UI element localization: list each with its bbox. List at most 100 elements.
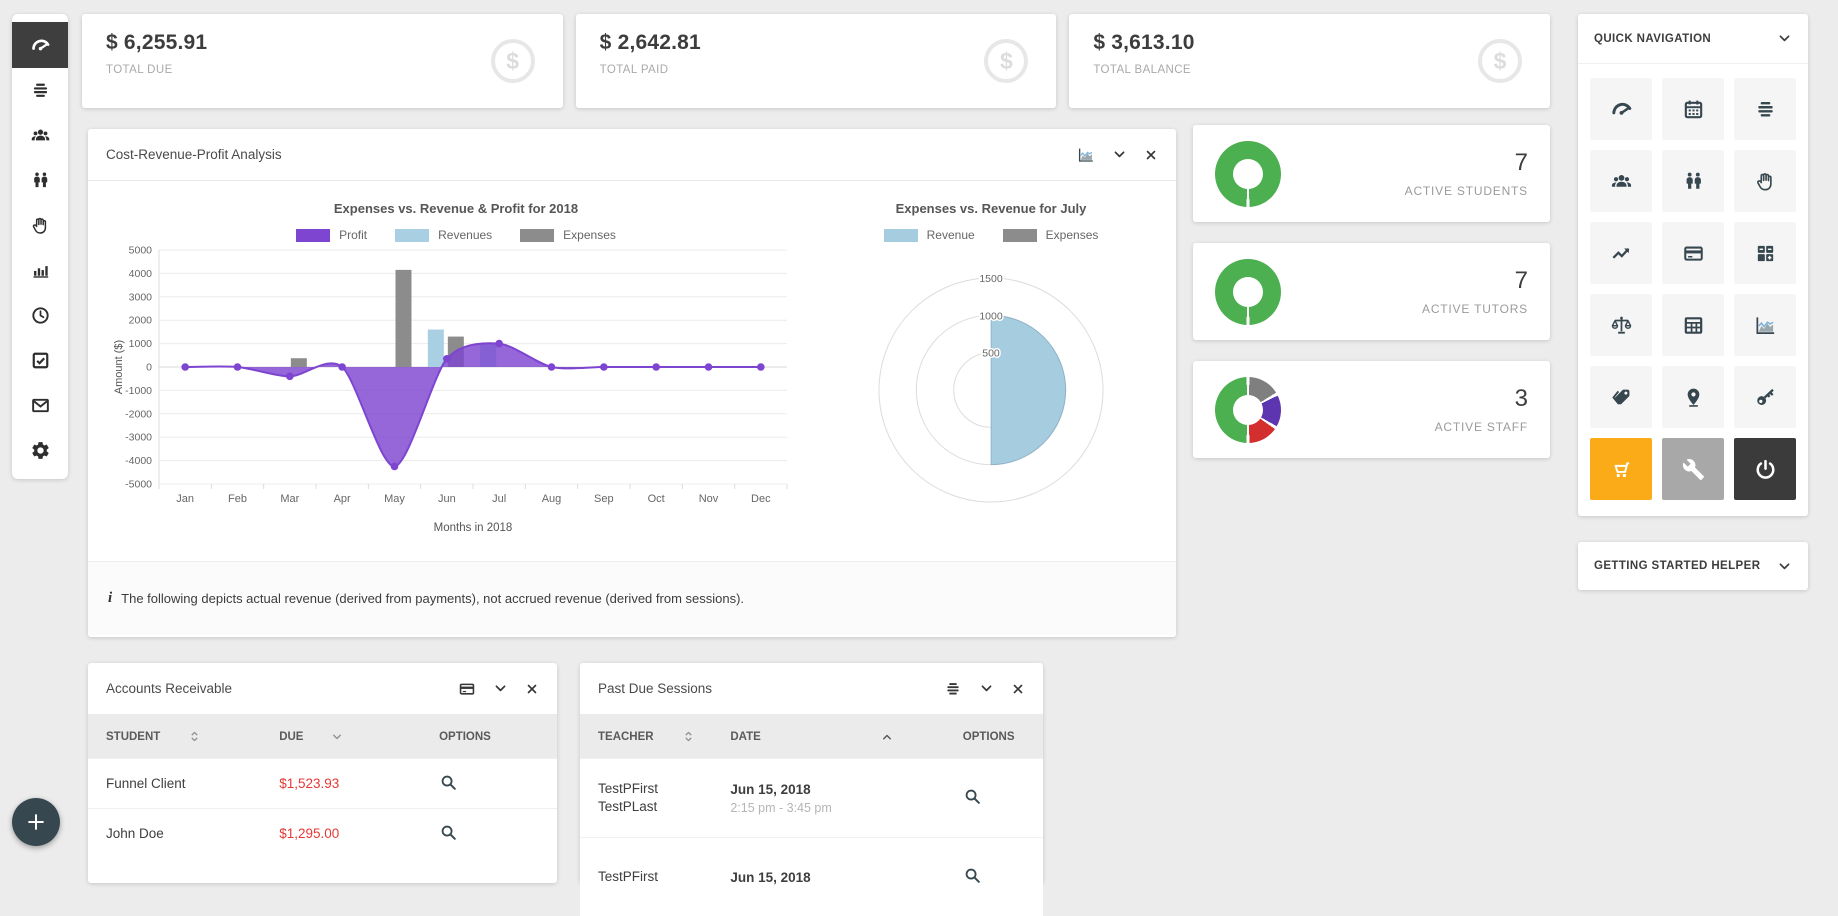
legend-swatch [883,228,918,242]
quicknav-calendar-button[interactable] [1662,78,1724,140]
chevron-down-icon[interactable] [979,681,994,696]
legend-swatch [520,228,555,242]
svg-text:Apr: Apr [334,493,351,505]
tutors-donut-chart [1215,258,1281,325]
sort-desc-icon[interactable] [331,731,343,743]
sidebar-item-gear[interactable] [12,428,68,473]
active-students-count: 7 [1514,149,1528,176]
polar-legend-expenses: Expenses [1002,228,1098,242]
svg-text:2000: 2000 [129,315,153,327]
area-chart-icon[interactable] [1077,146,1095,164]
quicknav-trend-up-button[interactable] [1590,222,1652,284]
close-icon[interactable] [1011,682,1025,696]
close-icon[interactable] [525,682,539,696]
quicknav-wrench-button[interactable] [1662,438,1724,500]
quicknav-users-button[interactable] [1590,150,1652,212]
sidebar-item-users[interactable] [12,113,68,158]
legend-swatch [1002,228,1037,242]
quicknav-cart-button[interactable] [1590,438,1652,500]
view-details-button[interactable] [439,823,458,842]
trend-up-icon [1610,242,1633,265]
sort-icon[interactable] [682,730,695,743]
svg-text:0: 0 [146,362,152,374]
quicknav-key-button[interactable] [1734,366,1796,428]
column-header-date[interactable]: DATE [730,731,926,743]
chevron-down-icon[interactable] [1777,559,1792,574]
column-header-student[interactable]: STUDENT [106,730,279,743]
stat-card-total-paid: $ 2,642.81 TOTAL PAID $ [575,14,1057,108]
list-icon [944,680,962,698]
quicknav-credit-card-button[interactable] [1662,222,1724,284]
quicknav-tag-button[interactable] [1590,366,1652,428]
getting-started-title: GETTING STARTED HELPER [1594,560,1761,572]
quicknav-hand-button[interactable] [1734,150,1796,212]
panel-header: Cost-Revenue-Profit Analysis [88,129,1176,181]
quicknav-calculator-button[interactable] [1734,222,1796,284]
getting-started-helper-panel[interactable]: GETTING STARTED HELPER [1578,542,1808,590]
cost-revenue-profit-panel: Cost-Revenue-Profit Analysis Expenses vs… [88,129,1176,637]
total-paid-label: TOTAL PAID [599,64,669,76]
polar-chart-title: Expenses vs. Revenue for July [895,201,1087,216]
svg-text:Sep: Sep [594,493,614,505]
sidebar-item-gauge[interactable] [12,22,68,68]
svg-text:Aug: Aug [542,493,562,505]
legend-swatch [395,228,430,242]
due-amount: $1,295.00 [279,826,340,841]
sidebar-item-clock[interactable] [12,293,68,338]
combo-legend-expenses: Expenses [520,228,616,242]
quicknav-map-pin-button[interactable] [1662,366,1724,428]
view-details-button[interactable] [963,787,982,806]
sidebar-item-check-square[interactable] [12,338,68,383]
svg-text:500: 500 [982,348,1000,360]
view-details-button[interactable] [439,773,458,792]
sidebar [12,14,68,479]
total-due-label: TOTAL DUE [106,64,173,76]
sort-icon[interactable] [188,730,201,743]
panel-title: Cost-Revenue-Profit Analysis [106,147,282,162]
teacher-name: TestPLast [598,799,658,814]
sidebar-item-bar-chart[interactable] [12,248,68,293]
chevron-down-icon[interactable] [1112,147,1127,162]
credit-card-icon [1682,242,1705,265]
bar-chart-icon [30,260,51,281]
column-header-due[interactable]: DUE [279,731,409,743]
sidebar-item-two-users[interactable] [12,158,68,203]
quicknav-power-button[interactable] [1734,438,1796,500]
sidebar-item-envelope[interactable] [12,383,68,428]
view-details-button[interactable] [963,866,982,885]
table-icon [1682,314,1705,337]
chevron-down-icon[interactable] [493,681,508,696]
chevron-down-icon[interactable] [1777,31,1792,46]
quicknav-two-users-button[interactable] [1662,150,1724,212]
quicknav-list-button[interactable] [1734,78,1796,140]
envelope-icon [30,395,51,416]
close-icon[interactable] [1144,148,1158,162]
table-row: Funnel Client $1,523.93 [88,758,557,808]
add-button[interactable] [12,798,60,846]
polar-legend-revenue: Revenue [883,228,975,242]
quicknav-area-chart-button[interactable] [1734,294,1796,356]
calculator-icon [1754,242,1777,265]
quicknav-gauge-button[interactable] [1590,78,1652,140]
quicknav-table-button[interactable] [1662,294,1724,356]
total-balance-label: TOTAL BALANCE [1093,64,1191,76]
sidebar-item-hand[interactable] [12,203,68,248]
svg-text:Months in 2018: Months in 2018 [434,522,513,534]
sort-asc-icon[interactable] [881,731,893,743]
column-header-options: OPTIONS [439,730,491,743]
search-icon [963,787,982,806]
sidebar-item-list[interactable] [12,68,68,113]
active-tutors-count: 7 [1514,267,1528,294]
accounts-receivable-title: Accounts Receivable [106,681,233,696]
svg-text:Dec: Dec [751,493,771,505]
kpi-cards: 7 ACTIVE STUDENTS 7 ACTIVE TUTORS 3 ACTI… [1193,125,1550,479]
stat-card-total-due: $ 6,255.91 TOTAL DUE $ [82,14,563,108]
column-header-teacher[interactable]: TEACHER [598,730,730,743]
session-time: 2:15 pm - 3:45 pm [730,800,832,815]
key-icon [1754,386,1777,409]
combo-legend-profit: Profit [296,228,367,242]
quicknav-scales-button[interactable] [1590,294,1652,356]
svg-text:Amount ($): Amount ($) [113,340,125,394]
active-staff-count: 3 [1514,385,1528,412]
kpi-active-staff: 3 ACTIVE STAFF [1193,361,1550,458]
